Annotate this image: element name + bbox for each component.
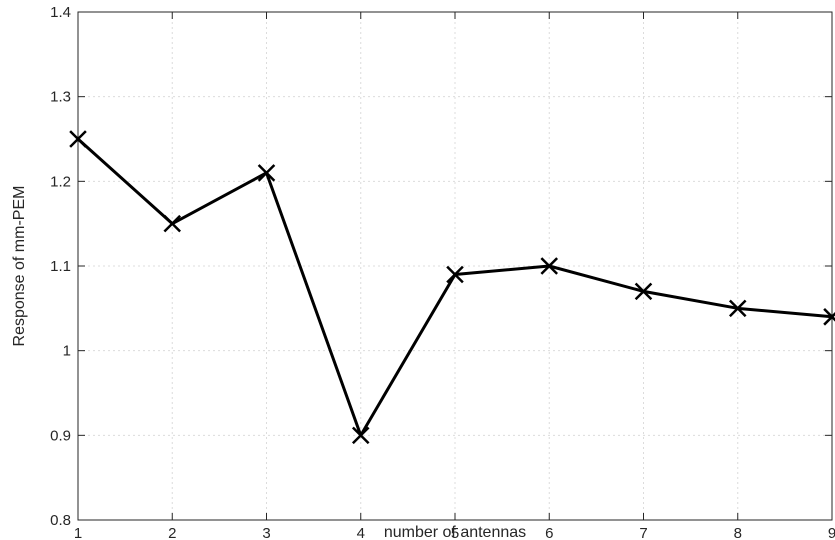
data-point-marker <box>823 308 835 326</box>
series <box>69 130 835 445</box>
data-point-marker <box>163 214 182 233</box>
y-tick-label: 1 <box>63 343 71 360</box>
data-point-marker <box>728 299 747 318</box>
x-tick-label: 9 <box>828 525 835 540</box>
y-tick-label: 1.1 <box>50 258 71 275</box>
x-tick-label: 1 <box>74 525 82 540</box>
y-tick-label: 1.2 <box>50 173 71 190</box>
x-tick-label: 6 <box>545 525 553 540</box>
x-axis-label: number of antennas <box>384 524 526 540</box>
y-tick-label: 0.8 <box>50 512 71 529</box>
x-tick-label: 2 <box>168 525 176 540</box>
x-tick-label: 3 <box>262 525 270 540</box>
x-tick-label: 8 <box>734 525 742 540</box>
data-point-marker <box>257 164 276 182</box>
data-point-marker <box>69 130 87 148</box>
data-point-marker <box>634 282 653 301</box>
x-tick-label: 7 <box>639 525 647 540</box>
y-tick-label: 1.4 <box>50 4 71 21</box>
x-tick-label: 4 <box>357 525 365 540</box>
y-axis-label: Response of mm-PEM <box>11 186 28 347</box>
data-point-marker <box>351 426 370 445</box>
y-tick-label: 1.3 <box>50 89 71 106</box>
data-point-marker <box>540 257 559 275</box>
data-point-marker <box>446 265 464 284</box>
x-tick-label: 5 <box>451 525 459 540</box>
y-tick-label: 0.9 <box>50 427 71 444</box>
grid <box>78 12 832 520</box>
ticks: 1 2 3 4 5 6 7 8 9 0.8 0.9 1 1.1 1.2 1.3 1.4 <box>50 4 835 540</box>
